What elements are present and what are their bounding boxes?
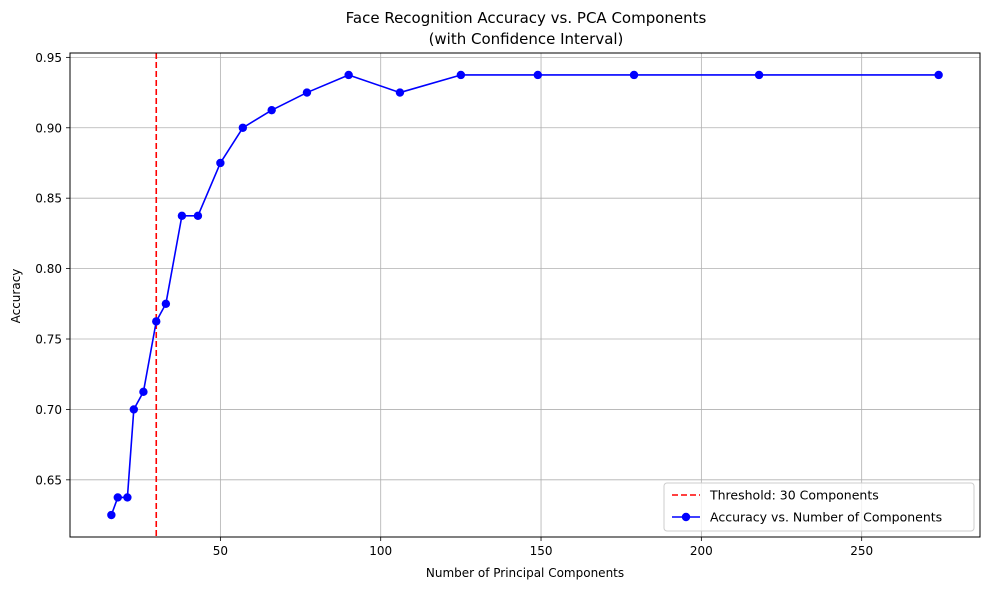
y-tick-label: 0.95 — [35, 51, 62, 65]
legend: Threshold: 30 Components Accuracy vs. Nu… — [663, 482, 975, 532]
x-tick-label: 100 — [369, 544, 392, 558]
x-tick-label: 250 — [850, 544, 873, 558]
y-tick-label: 0.70 — [35, 403, 62, 417]
legend-series-label: Accuracy vs. Number of Components — [710, 510, 942, 525]
data-point — [123, 493, 132, 502]
data-point — [456, 70, 466, 80]
y-tick-label: 0.80 — [35, 262, 62, 276]
data-point — [177, 211, 187, 220]
grid-lines — [70, 53, 980, 537]
y-axis-label: Accuracy — [9, 269, 23, 324]
x-tick-label: 150 — [530, 544, 553, 558]
legend-box — [663, 482, 975, 532]
data-point — [139, 387, 148, 397]
x-axis-label: Number of Principal Components — [426, 566, 624, 580]
series-layer — [107, 70, 943, 520]
data-point — [934, 70, 943, 80]
data-point — [267, 105, 276, 115]
series-line — [110, 74, 939, 516]
legend-threshold-label: Threshold: 30 Components — [709, 488, 879, 503]
data-point — [161, 299, 171, 309]
data-point — [107, 510, 116, 520]
data-point — [238, 123, 248, 132]
data-point — [533, 70, 543, 80]
data-point — [152, 317, 161, 326]
data-point — [754, 70, 764, 80]
x-tick-label: 200 — [690, 544, 713, 558]
legend-series-marker — [681, 512, 691, 522]
data-point — [302, 88, 312, 97]
tick-layer: 50 100 150 200 250 0.65 0.70 0.75 0.80 0.85 0.90 0.… — [35, 51, 873, 558]
y-tick-label: 0.75 — [35, 333, 62, 347]
data-point — [629, 70, 639, 80]
data-point — [344, 70, 353, 80]
y-tick-label: 0.65 — [35, 473, 62, 487]
chart-subtitle: (with Confidence Interval) — [429, 30, 624, 48]
data-point — [216, 158, 225, 168]
data-point — [113, 493, 122, 502]
plot-frame — [69, 52, 981, 538]
data-point — [193, 211, 203, 220]
y-tick-label: 0.85 — [35, 192, 62, 206]
chart-title: Face Recognition Accuracy vs. PCA Compon… — [346, 9, 707, 27]
x-tick-label: 50 — [213, 544, 228, 558]
data-point — [129, 405, 139, 414]
y-tick-label: 0.90 — [35, 121, 62, 135]
data-point — [395, 88, 405, 97]
